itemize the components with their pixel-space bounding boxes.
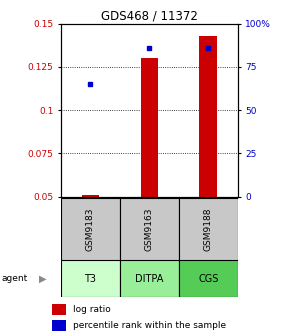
Bar (200, 36, 217, 197)
Bar (81, 195, 99, 197)
Text: CGS: CGS (198, 274, 218, 284)
Text: GSM9163: GSM9163 (145, 208, 154, 251)
Text: T3: T3 (84, 274, 96, 284)
Text: agent: agent (1, 275, 28, 283)
Text: percentile rank within the sample: percentile rank within the sample (73, 321, 226, 330)
Text: log ratio: log ratio (73, 305, 111, 314)
Bar (140, 58, 158, 197)
Text: DITPA: DITPA (135, 274, 164, 284)
Title: GDS468 / 11372: GDS468 / 11372 (101, 9, 198, 23)
Bar (179, 260, 238, 297)
Text: ▶: ▶ (39, 274, 47, 284)
Bar (52, 304, 66, 315)
Bar (61, 198, 120, 260)
Bar (120, 198, 179, 260)
Bar (120, 260, 179, 297)
Text: GSM9188: GSM9188 (204, 208, 213, 251)
Bar (52, 320, 66, 331)
Text: GSM9183: GSM9183 (86, 208, 95, 251)
Bar (179, 198, 238, 260)
Bar (61, 260, 120, 297)
